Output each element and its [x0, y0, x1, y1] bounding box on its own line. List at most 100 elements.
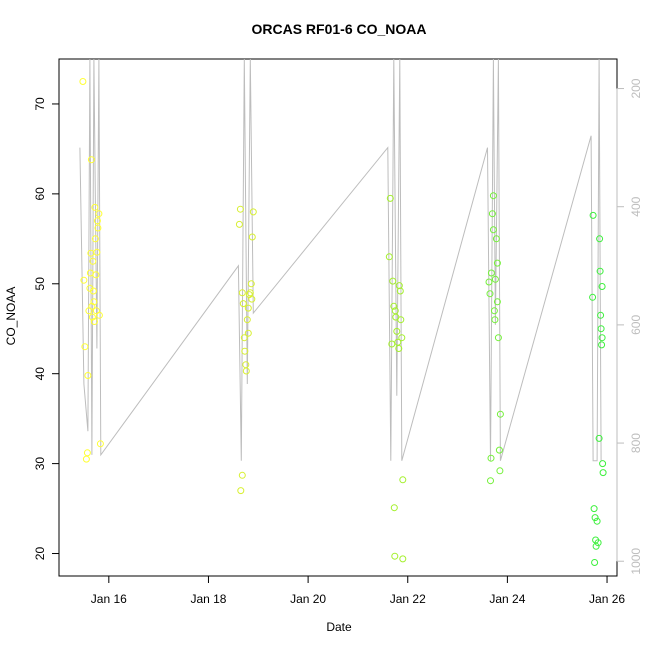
y-axis-left: 20 30 40 50 60 70: [33, 97, 60, 561]
data-point: [88, 302, 96, 310]
data-point: [592, 542, 600, 550]
data-point: [243, 316, 251, 324]
data-point: [599, 469, 607, 477]
right-tick-label: 200: [629, 78, 643, 98]
pressure-line: [79, 58, 602, 462]
data-point: [492, 235, 500, 243]
data-point: [589, 293, 597, 301]
data-point: [589, 211, 597, 219]
data-point: [590, 505, 598, 513]
data-point: [236, 205, 244, 213]
data-point: [84, 372, 92, 379]
data-point: [596, 267, 604, 275]
data-point: [389, 277, 397, 285]
x-tick-label: Jan 16: [91, 592, 127, 606]
data-point: [93, 217, 101, 225]
data-point: [399, 476, 407, 484]
data-point: [495, 446, 503, 454]
x-axis: Jan 16 Jan 18 Jan 20 Jan 22 Jan 24 Jan 26: [91, 575, 625, 606]
right-tick-label: 600: [629, 315, 643, 335]
right-tick-label: 400: [629, 196, 643, 216]
data-point: [595, 434, 603, 442]
data-point: [597, 325, 605, 333]
plot-frame: [58, 58, 618, 577]
data-point: [395, 345, 403, 352]
y-axis-label: CO_NOAA: [4, 287, 18, 346]
x-tick-label: Jan 22: [390, 592, 426, 606]
data-point: [90, 298, 98, 306]
data-point: [235, 220, 243, 228]
data-point: [91, 203, 99, 211]
y-tick-label: 20: [33, 547, 47, 561]
data-point: [88, 313, 96, 321]
data-point: [488, 210, 496, 218]
data-point: [485, 278, 493, 286]
data-point: [248, 233, 256, 241]
data-point: [90, 318, 98, 325]
data-point: [244, 329, 252, 337]
y-tick-label: 30: [33, 457, 47, 471]
pressure-line-layer: [79, 58, 602, 462]
right-tick-label: 800: [629, 433, 643, 453]
data-point: [496, 467, 504, 475]
data-point: [249, 208, 257, 216]
data-point: [237, 487, 245, 495]
data-point: [96, 440, 104, 448]
data-point: [94, 224, 102, 232]
data-point: [79, 78, 87, 85]
data-point: [493, 298, 501, 306]
data-point: [95, 311, 103, 319]
data-point: [238, 289, 246, 297]
data-point: [493, 259, 501, 267]
chart-title: ORCAS RF01-6 CO_NOAA: [251, 21, 426, 37]
data-point: [391, 552, 399, 560]
points-layer: [79, 78, 607, 566]
data-point: [494, 334, 502, 342]
data-point: [598, 341, 606, 349]
data-point: [240, 334, 248, 342]
data-point: [92, 271, 100, 279]
data-point: [396, 287, 404, 295]
data-point: [399, 555, 407, 563]
data-point: [397, 316, 405, 324]
data-point: [489, 192, 497, 200]
data-point: [238, 471, 246, 479]
y-tick-label: 50: [33, 277, 47, 291]
data-point: [489, 226, 497, 234]
data-point: [390, 302, 398, 310]
data-point: [246, 289, 254, 297]
data-point: [385, 253, 393, 261]
data-point: [390, 504, 398, 512]
data-point: [242, 367, 250, 375]
data-point: [95, 210, 103, 218]
data-point: [248, 295, 256, 303]
x-axis-label: Date: [326, 620, 352, 634]
data-point: [239, 300, 247, 308]
data-point: [487, 269, 495, 277]
data-point: [593, 517, 601, 525]
data-point: [80, 276, 88, 284]
data-point: [247, 280, 255, 288]
right-tick-label: 1000: [629, 548, 643, 575]
y-tick-label: 60: [33, 187, 47, 201]
data-point: [487, 454, 495, 462]
x-tick-label: Jan 18: [190, 592, 226, 606]
x-tick-label: Jan 26: [589, 592, 625, 606]
data-point: [93, 248, 101, 256]
data-point: [496, 410, 504, 418]
data-point: [393, 327, 401, 335]
data-point: [241, 347, 249, 355]
data-point: [81, 343, 89, 351]
data-point: [597, 311, 605, 319]
y-axis-right: 200 400 600 800 1000: [616, 78, 643, 575]
x-tick-label: Jan 20: [290, 592, 326, 606]
data-point: [598, 334, 606, 342]
data-point: [91, 235, 99, 243]
data-point: [490, 307, 498, 315]
data-point: [89, 287, 97, 295]
data-point: [386, 194, 394, 202]
y-tick-label: 70: [33, 97, 47, 111]
data-point: [598, 283, 606, 290]
data-point: [594, 539, 602, 547]
